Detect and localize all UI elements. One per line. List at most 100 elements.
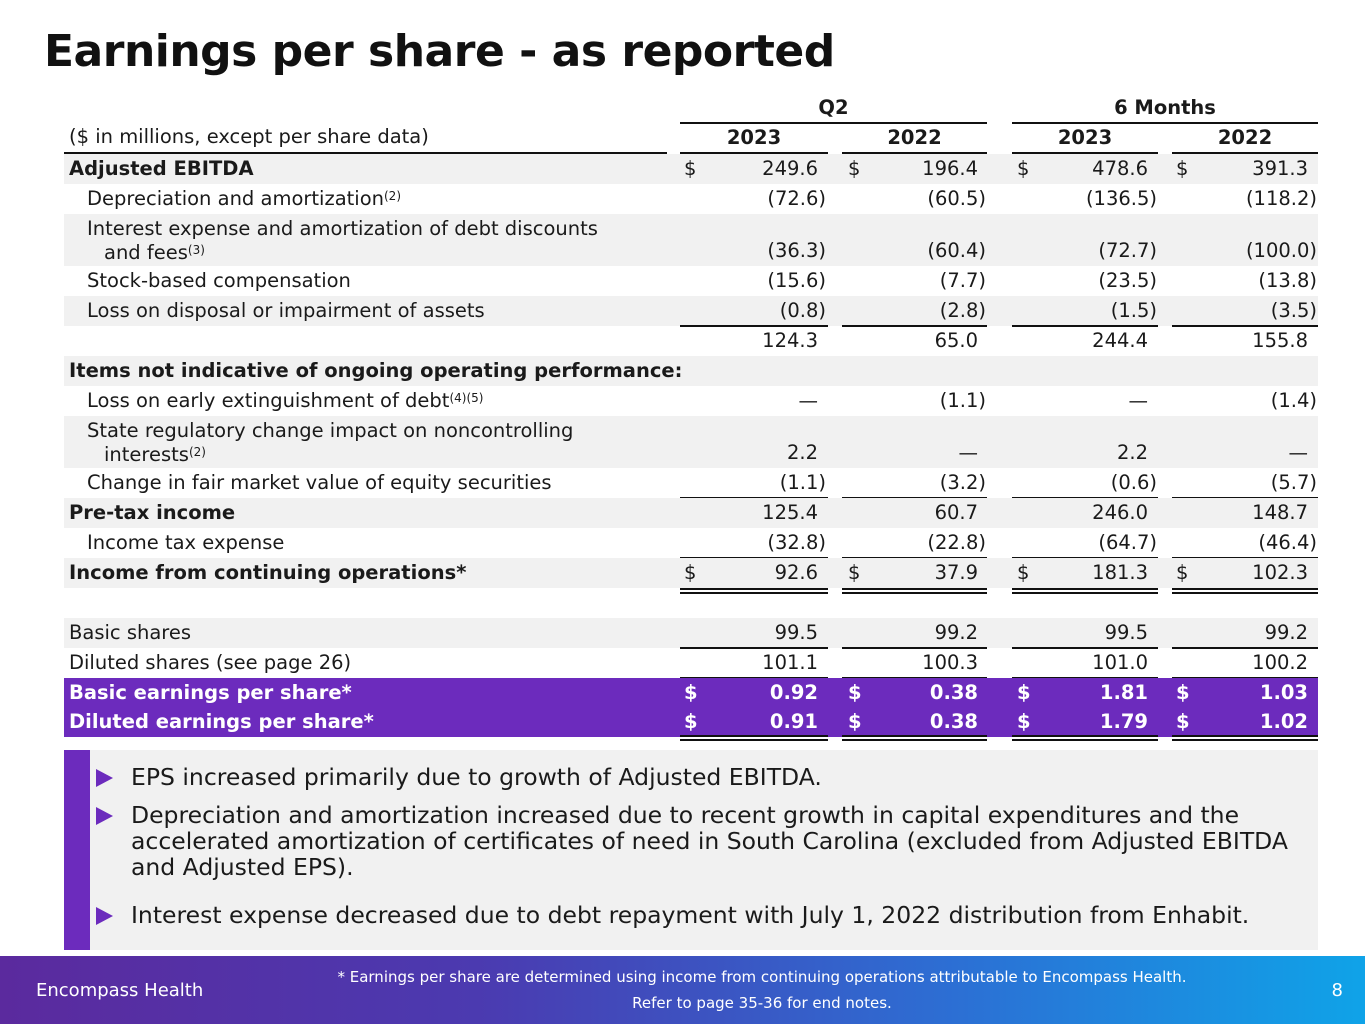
- cell-q2-2023: (36.3): [767, 239, 826, 262]
- dollar-sign: $: [848, 681, 862, 704]
- header-year-6m-2022: 2022: [1217, 126, 1273, 149]
- row-label: Stock-based compensation: [87, 269, 351, 292]
- row-label: Basic shares: [69, 621, 192, 644]
- page-number: 8: [1331, 980, 1343, 1001]
- header-q2-rule: [680, 122, 987, 124]
- subtotal-rule: [680, 647, 828, 649]
- table-row-basic-eps: Basic earnings per share* $ 0.92 $ 0.38 …: [64, 678, 1318, 708]
- cell-6m-2022: (5.7): [1270, 471, 1317, 494]
- cell-q2-2022: (7.7): [939, 269, 986, 292]
- dollar-sign: $: [684, 561, 697, 584]
- cell-6m-2022: 102.3: [1252, 561, 1308, 584]
- cell-6m-2022: (100.0): [1245, 239, 1317, 262]
- table-row-early-extinguishment: Loss on early extinguishment of debt(4)(…: [64, 386, 1318, 416]
- cell-6m-2023: 2.2: [1116, 441, 1148, 464]
- total-double-rule: [1172, 588, 1318, 594]
- dollar-sign: $: [1017, 710, 1031, 733]
- row-label: Diluted earnings per share*: [69, 710, 374, 733]
- total-double-rule: [680, 588, 828, 594]
- cell-6m-2022: 1.03: [1259, 681, 1308, 704]
- cell-6m-2022: 391.3: [1252, 157, 1308, 180]
- cell-q2-2023: 101.1: [762, 651, 818, 674]
- cell-q2-2022: 196.4: [922, 157, 978, 180]
- triangle-bullet-icon: [96, 807, 113, 825]
- cell-q2-2022: (60.5): [927, 187, 986, 210]
- dollar-sign: $: [848, 710, 862, 733]
- total-double-rule: [1012, 735, 1158, 741]
- bullet-text: Depreciation and amortization increased …: [131, 801, 1288, 881]
- cell-q2-2023: (15.6): [767, 269, 826, 292]
- cell-q2-2023: —: [798, 389, 819, 412]
- dollar-sign: $: [1176, 681, 1190, 704]
- row-label: Basic earnings per share*: [69, 681, 352, 704]
- cell-q2-2023: (32.8): [767, 531, 826, 554]
- accent-bar: [64, 750, 90, 950]
- total-double-rule: [680, 735, 828, 741]
- bullet-item: Interest expense decreased due to debt r…: [96, 902, 1296, 930]
- total-double-rule: [1172, 735, 1318, 741]
- triangle-bullet-icon: [96, 907, 113, 925]
- cell-6m-2023: (72.7): [1098, 239, 1157, 262]
- header-year-q2-2023: 2023: [726, 126, 782, 149]
- header-6-months: 6 Months: [1114, 96, 1216, 119]
- subtotal-rule: [842, 647, 987, 649]
- cell-6m-2023: 101.0: [1092, 651, 1148, 674]
- cell-q2-2023: 0.92: [769, 681, 818, 704]
- cell-6m-2023: 181.3: [1092, 561, 1148, 584]
- cell-q2-2023: 249.6: [762, 157, 818, 180]
- bullet-item: Depreciation and amortization increased …: [96, 802, 1296, 882]
- cell-6m-2022: (1.4): [1270, 389, 1317, 412]
- cell-6m-2022: (118.2): [1245, 187, 1317, 210]
- footer-bar: Encompass Health * Earnings per share ar…: [0, 956, 1365, 1024]
- table-spacer: [64, 588, 1318, 618]
- cell-q2-2023: 0.91: [769, 710, 818, 733]
- cell-6m-2022: 148.7: [1252, 501, 1308, 524]
- table-row-basic-shares: Basic shares 99.5 99.2 99.5 99.2: [64, 618, 1318, 649]
- cell-q2-2023: (72.6): [767, 187, 826, 210]
- dollar-sign: $: [1176, 561, 1189, 584]
- table-row-diluted-eps: Diluted earnings per share* $ 0.91 $ 0.3…: [64, 707, 1318, 737]
- cell-6m-2023: —: [1128, 389, 1149, 412]
- cell-q2-2023: 124.3: [762, 329, 818, 352]
- dollar-sign: $: [1176, 710, 1190, 733]
- dollar-sign: $: [848, 157, 861, 180]
- cell-6m-2022: —: [1288, 441, 1309, 464]
- cell-6m-2022: 1.02: [1259, 710, 1308, 733]
- table-row-subtotal: 124.3 65.0 244.4 155.8: [64, 326, 1318, 356]
- row-label: Income from continuing operations*: [69, 561, 467, 584]
- table-row-interest-expense: Interest expense and amortization of deb…: [64, 214, 1318, 266]
- header-year-rule-4: [1172, 152, 1318, 154]
- total-double-rule: [1012, 588, 1158, 594]
- table-row-fair-value: Change in fair market value of equity se…: [64, 468, 1318, 499]
- row-label: Depreciation and amortization(2): [87, 187, 401, 210]
- cell-6m-2022: 99.2: [1264, 621, 1308, 644]
- cell-6m-2023: 478.6: [1092, 157, 1148, 180]
- cell-q2-2023: (0.8): [779, 299, 826, 322]
- header-year-6m-2023: 2023: [1057, 126, 1113, 149]
- row-label: Adjusted EBITDA: [69, 157, 254, 180]
- triangle-bullet-icon: [96, 769, 113, 787]
- dollar-sign: $: [1176, 157, 1189, 180]
- footer-note-line1: * Earnings per share are determined usin…: [337, 968, 1187, 986]
- cell-6m-2023: 1.81: [1099, 681, 1148, 704]
- subtotal-rule: [680, 325, 828, 327]
- cell-6m-2023: (0.6): [1110, 471, 1157, 494]
- table-row-depreciation: Depreciation and amortization(2) (72.6) …: [64, 184, 1318, 214]
- cell-q2-2023: (1.1): [779, 471, 826, 494]
- units-label: ($ in millions, except per share data): [69, 125, 429, 148]
- subtotal-rule: [1012, 647, 1158, 649]
- cell-6m-2022: 155.8: [1252, 329, 1308, 352]
- cell-6m-2023: (136.5): [1085, 187, 1157, 210]
- section-heading: Items not indicative of ongoing operatin…: [69, 359, 683, 382]
- cell-6m-2022: 100.2: [1252, 651, 1308, 674]
- bullet-text: Interest expense decreased due to debt r…: [131, 901, 1250, 929]
- cell-q2-2022: (60.4): [927, 239, 986, 262]
- table-row-loss-disposal: Loss on disposal or impairment of assets…: [64, 296, 1318, 327]
- cell-q2-2022: (22.8): [927, 531, 986, 554]
- row-label: Diluted shares (see page 26): [69, 651, 352, 674]
- dollar-sign: $: [684, 710, 698, 733]
- cell-q2-2022: 60.7: [934, 501, 978, 524]
- header-year-rule-2: [842, 152, 987, 154]
- cell-6m-2023: 246.0: [1092, 501, 1148, 524]
- total-double-rule: [842, 588, 987, 594]
